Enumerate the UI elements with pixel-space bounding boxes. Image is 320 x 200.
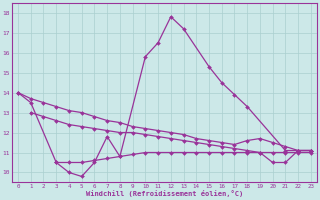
X-axis label: Windchill (Refroidissement éolien,°C): Windchill (Refroidissement éolien,°C)	[86, 190, 243, 197]
